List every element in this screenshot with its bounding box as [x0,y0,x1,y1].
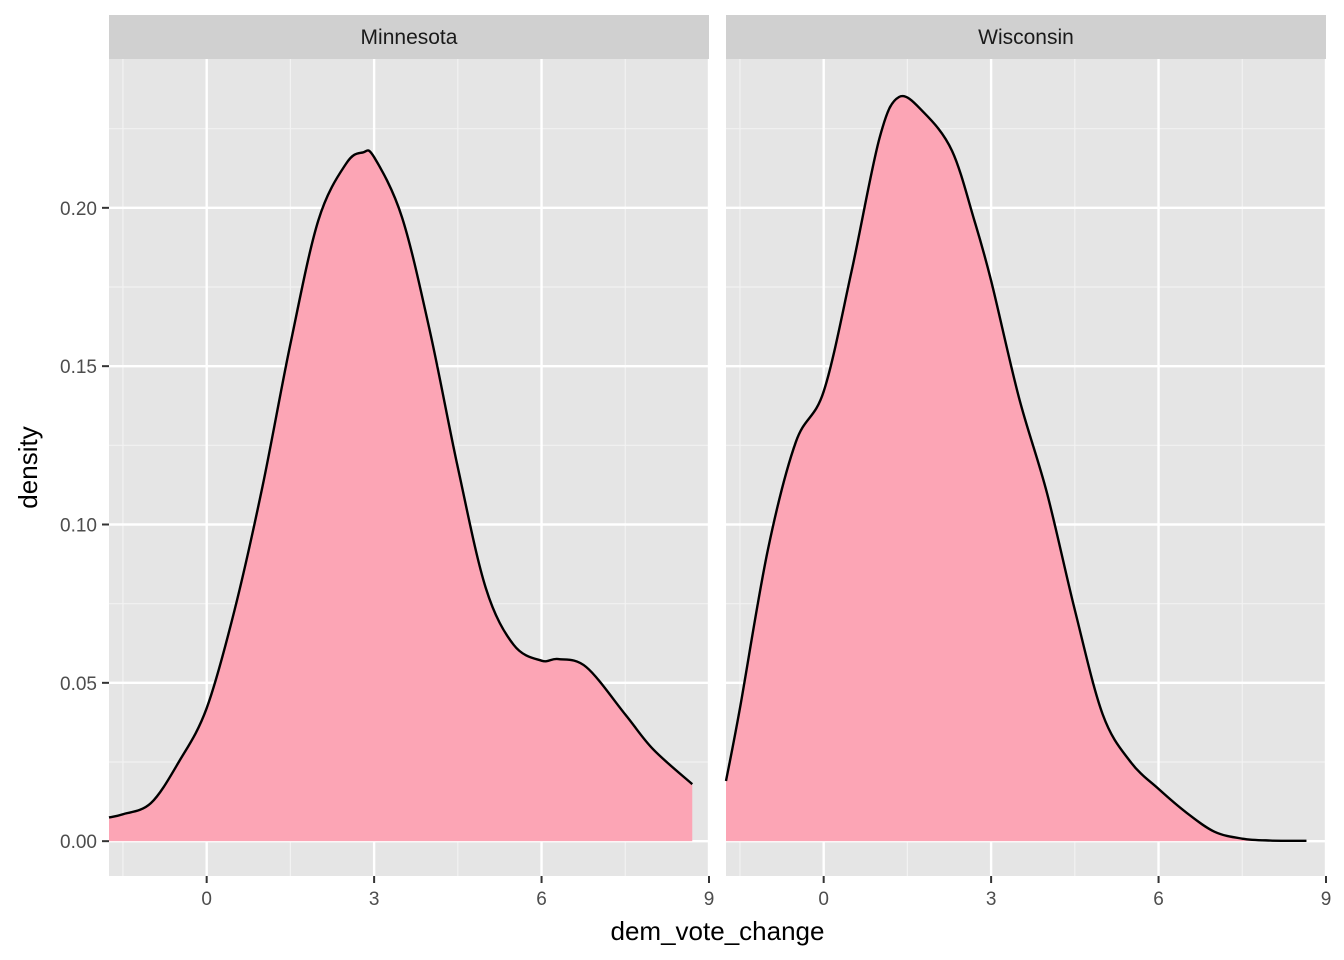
y-tick-label: 0.05 [60,674,97,695]
x-tick-label-wisconsin: 6 [1153,889,1164,910]
density-line-wisconsin [724,94,1307,843]
x-tick-label-minnesota: 3 [369,889,380,910]
x-tick-label-wisconsin: 0 [818,889,829,910]
strip-label-minnesota: Minnesota [361,26,458,49]
y-tick-label: 0.20 [60,199,97,220]
density-line-minnesota [108,149,694,819]
x-tick-label-wisconsin: 3 [986,889,997,910]
x-tick-label-wisconsin: 9 [1321,889,1332,910]
y-tick-label: 0.10 [60,516,97,537]
y-axis-title: density [13,426,43,508]
x-tick-label-minnesota: 9 [704,889,715,910]
strip-minnesota [109,15,709,59]
y-tick-label: 0.15 [60,357,97,378]
x-axis-title: dem_vote_change [611,916,825,946]
y-tick-label: 0.00 [60,832,97,853]
x-tick-label-minnesota: 0 [201,889,212,910]
strip-wisconsin [726,15,1326,59]
x-tick-label-minnesota: 6 [536,889,547,910]
density-area-wisconsin [726,96,1307,842]
density-area-minnesota [109,150,693,842]
strip-label-wisconsin: Wisconsin [978,26,1074,49]
